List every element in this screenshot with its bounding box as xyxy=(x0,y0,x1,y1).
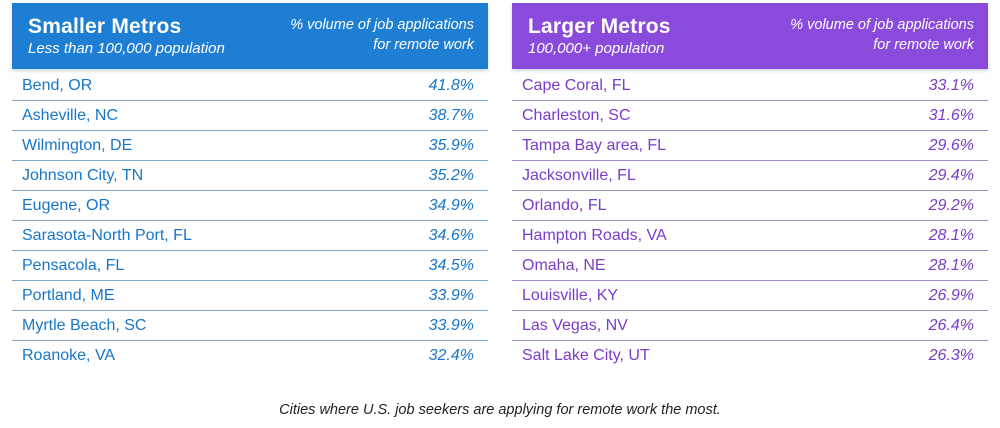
percent-value: 35.2% xyxy=(428,166,474,184)
smaller-metros-subtitle: Less than 100,000 population xyxy=(28,39,225,57)
table-row: Johnson City, TN 35.2% xyxy=(12,161,488,191)
percent-value: 34.6% xyxy=(428,226,474,244)
larger-metros-title: Larger Metros xyxy=(528,15,671,39)
city-label: Bend, OR xyxy=(22,76,93,94)
table-row: Charleston, SC 31.6% xyxy=(512,101,988,131)
metric-label-line2: for remote work xyxy=(373,37,474,53)
larger-metros-metric-label: % volume of job applications for remote … xyxy=(790,16,974,55)
city-label: Eugene, OR xyxy=(22,196,111,214)
smaller-metros-table: Smaller Metros Less than 100,000 populat… xyxy=(12,3,488,371)
table-row: Myrtle Beach, SC 33.9% xyxy=(12,311,488,341)
table-row: Roanoke, VA 32.4% xyxy=(12,341,488,371)
percent-value: 34.9% xyxy=(428,196,474,214)
city-label: Johnson City, TN xyxy=(22,166,144,184)
percent-value: 41.8% xyxy=(428,76,474,94)
city-label: Omaha, NE xyxy=(522,256,606,274)
table-row: Hampton Roads, VA 28.1% xyxy=(512,221,988,251)
smaller-metros-header: Smaller Metros Less than 100,000 populat… xyxy=(12,3,488,69)
city-label: Salt Lake City, UT xyxy=(522,347,650,364)
city-label: Roanoke, VA xyxy=(22,347,116,364)
percent-value: 33.9% xyxy=(428,286,474,304)
percent-value: 35.9% xyxy=(428,136,474,154)
larger-metros-header-left: Larger Metros 100,000+ population xyxy=(528,14,671,58)
percent-value: 26.4% xyxy=(928,316,974,334)
percent-value: 34.5% xyxy=(428,256,474,274)
table-row: Salt Lake City, UT 26.3% xyxy=(512,341,988,371)
city-label: Jacksonville, FL xyxy=(522,166,636,184)
metric-label-line1: % volume of job applications xyxy=(290,17,474,34)
larger-metros-rows: Cape Coral, FL 33.1% Charleston, SC 31.6… xyxy=(512,71,988,371)
percent-value: 26.9% xyxy=(928,286,974,304)
city-label: Hampton Roads, VA xyxy=(522,226,667,244)
percent-value: 31.6% xyxy=(928,106,974,124)
table-row: Jacksonville, FL 29.4% xyxy=(512,161,988,191)
city-label: Pensacola, FL xyxy=(22,256,125,274)
city-label: Asheville, NC xyxy=(22,106,119,124)
table-row: Sarasota-North Port, FL 34.6% xyxy=(12,221,488,251)
percent-value: 33.1% xyxy=(928,76,974,94)
percent-value: 28.1% xyxy=(928,256,974,274)
city-label: Tampa Bay area, FL xyxy=(522,136,667,154)
percent-value: 29.4% xyxy=(928,166,974,184)
table-row: Cape Coral, FL 33.1% xyxy=(512,71,988,101)
table-row: Asheville, NC 38.7% xyxy=(12,101,488,131)
metric-label-line2: for remote work xyxy=(873,37,974,53)
percent-value: 29.2% xyxy=(928,196,974,214)
metro-tables-container: Smaller Metros Less than 100,000 populat… xyxy=(12,3,988,371)
city-label: Cape Coral, FL xyxy=(522,76,631,94)
larger-metros-subtitle: 100,000+ population xyxy=(528,39,665,57)
city-label: Myrtle Beach, SC xyxy=(22,316,147,334)
smaller-metros-rows: Bend, OR 41.8% Asheville, NC 38.7% Wilmi… xyxy=(12,71,488,371)
figure-caption: Cities where U.S. job seekers are applyi… xyxy=(279,402,721,418)
table-row: Bend, OR 41.8% xyxy=(12,71,488,101)
city-label: Sarasota-North Port, FL xyxy=(22,226,192,244)
city-label: Las Vegas, NV xyxy=(522,316,628,334)
table-row: Pensacola, FL 34.5% xyxy=(12,251,488,281)
percent-value: 29.6% xyxy=(928,136,974,154)
table-row: Portland, ME 33.9% xyxy=(12,281,488,311)
percent-value: 38.7% xyxy=(428,106,474,124)
table-row: Wilmington, DE 35.9% xyxy=(12,131,488,161)
table-row: Orlando, FL 29.2% xyxy=(512,191,988,221)
smaller-metros-title: Smaller Metros xyxy=(28,15,182,39)
table-row: Omaha, NE 28.1% xyxy=(512,251,988,281)
table-row: Eugene, OR 34.9% xyxy=(12,191,488,221)
smaller-metros-metric-label: % volume of job applications for remote … xyxy=(290,16,474,55)
larger-metros-header: Larger Metros 100,000+ population % volu… xyxy=(512,3,988,69)
percent-value: 33.9% xyxy=(428,316,474,334)
city-label: Wilmington, DE xyxy=(22,136,133,154)
percent-value: 28.1% xyxy=(928,226,974,244)
larger-metros-table: Larger Metros 100,000+ population % volu… xyxy=(512,3,988,371)
city-label: Louisville, KY xyxy=(522,286,619,304)
percent-value: 32.4% xyxy=(428,347,474,364)
smaller-metros-header-left: Smaller Metros Less than 100,000 populat… xyxy=(28,14,225,58)
table-row: Louisville, KY 26.9% xyxy=(512,281,988,311)
city-label: Orlando, FL xyxy=(522,196,607,214)
metric-label-line1: % volume of job applications xyxy=(790,17,974,34)
table-row: Las Vegas, NV 26.4% xyxy=(512,311,988,341)
table-row: Tampa Bay area, FL 29.6% xyxy=(512,131,988,161)
city-label: Portland, ME xyxy=(22,286,115,304)
city-label: Charleston, SC xyxy=(522,106,631,124)
percent-value: 26.3% xyxy=(928,347,974,364)
